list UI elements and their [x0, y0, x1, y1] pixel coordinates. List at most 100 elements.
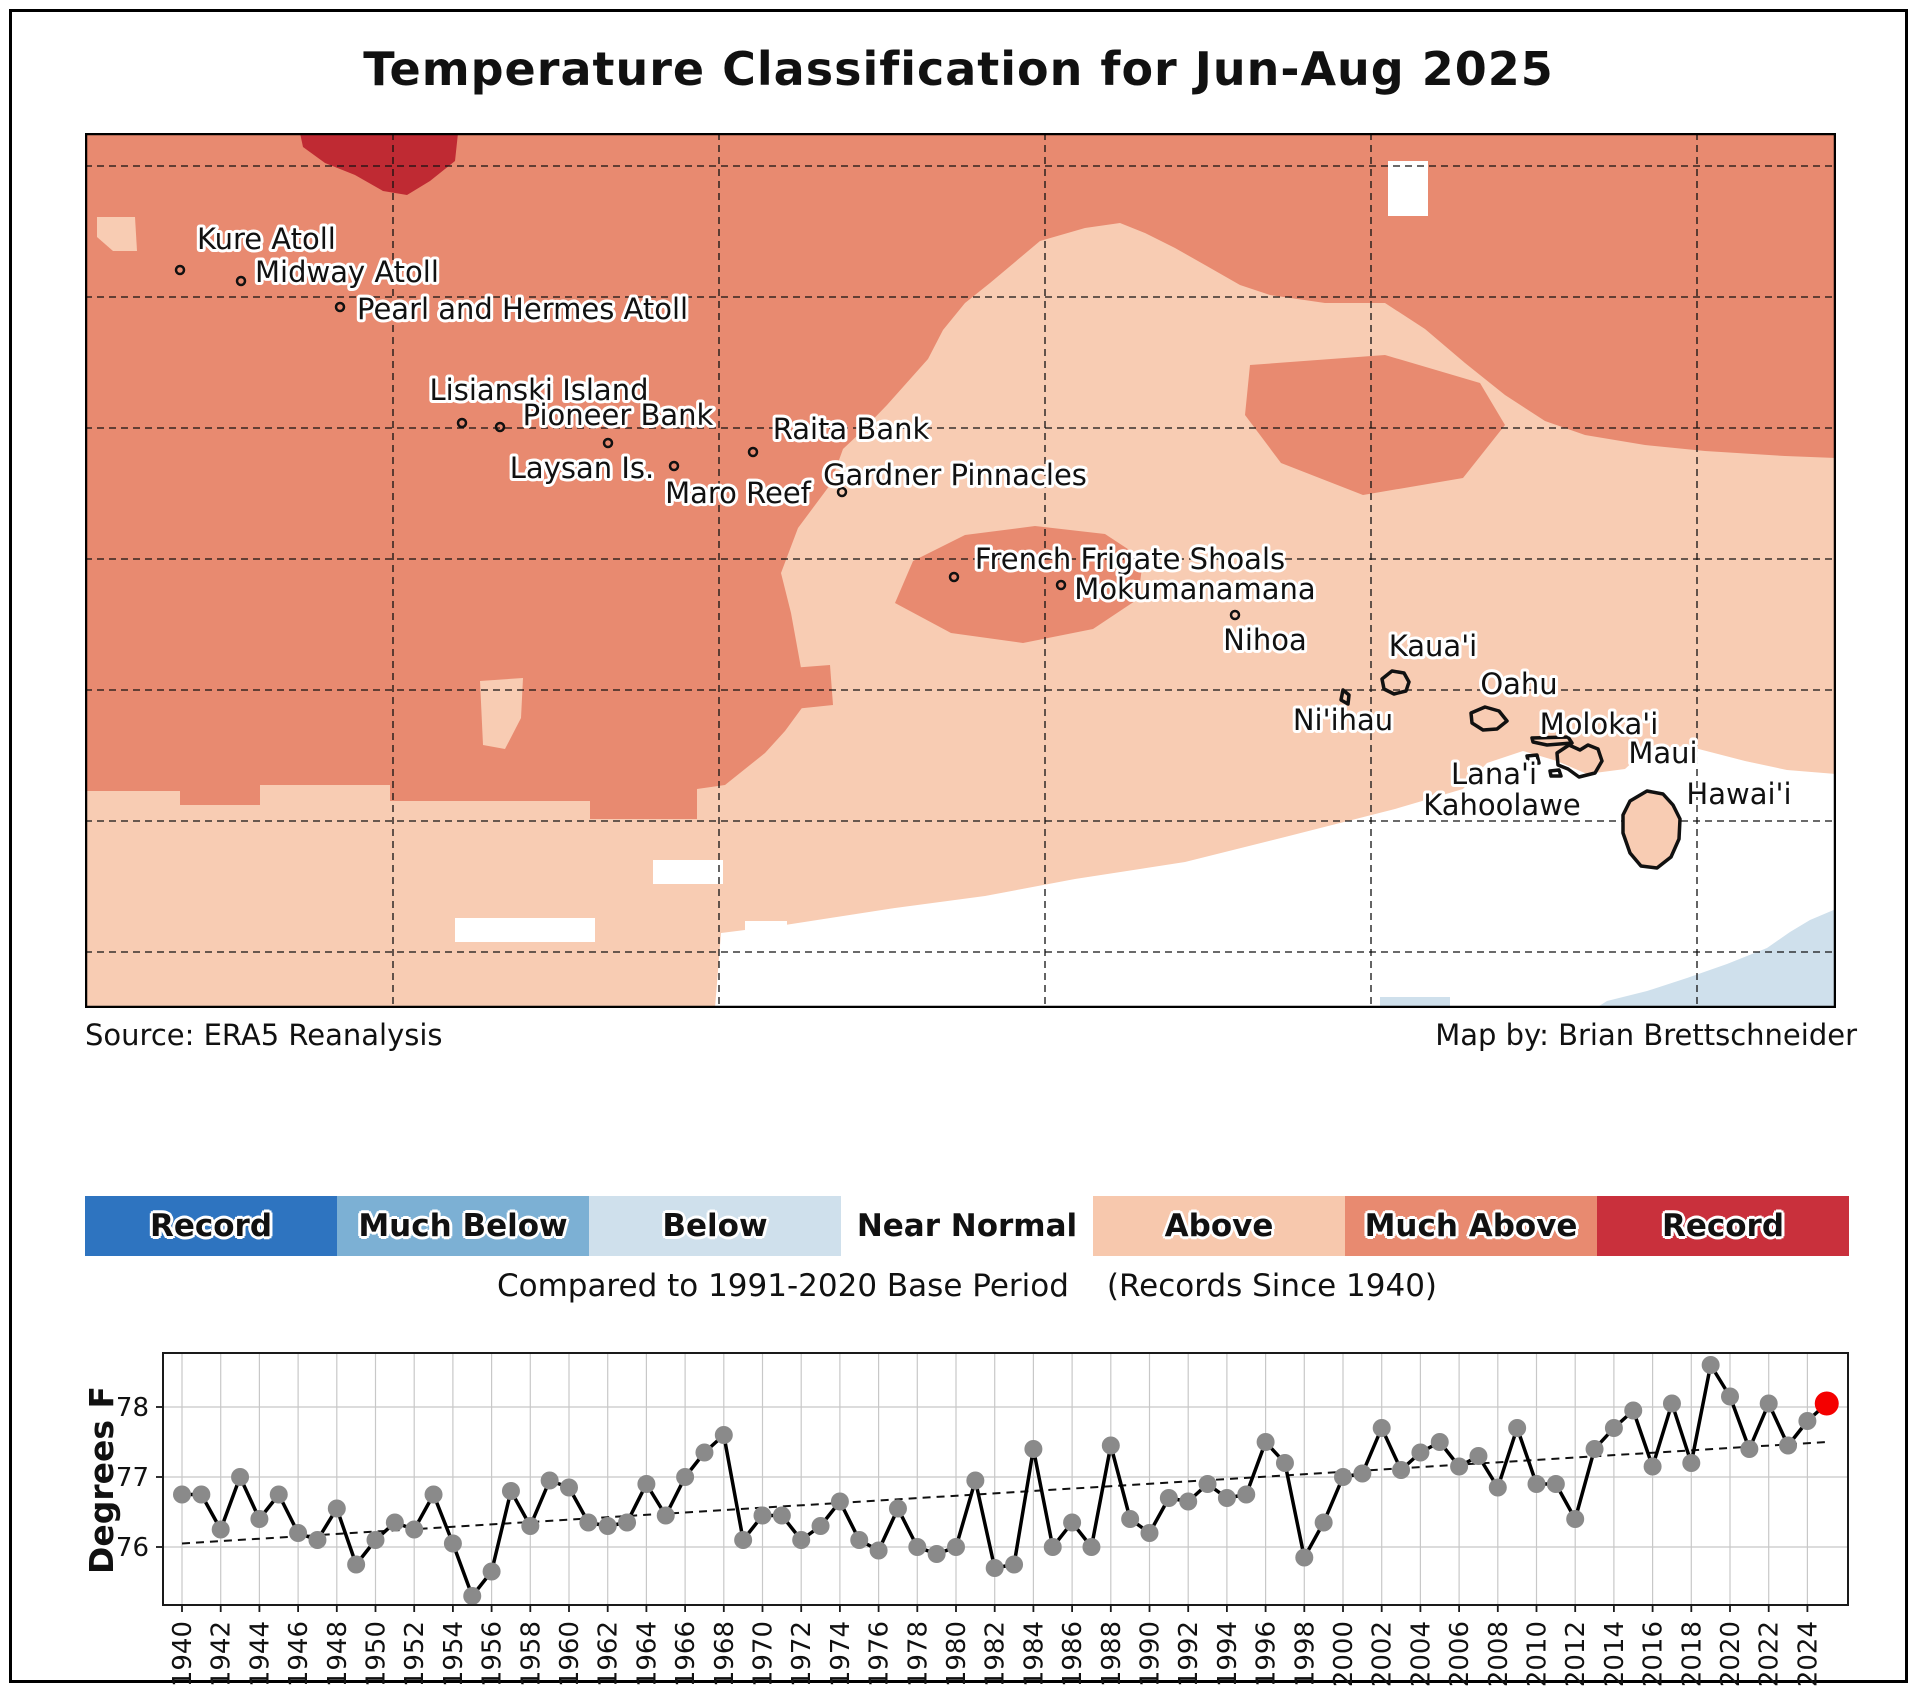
x-tick-label: 1988: [1097, 1621, 1127, 1687]
place-label: Kaua'i: [1389, 629, 1477, 663]
place-label: Mokumanamana: [1074, 572, 1315, 606]
place-label: Maui: [1628, 736, 1697, 770]
island-lanai: [1525, 753, 1541, 766]
year-marker: [1024, 1440, 1043, 1458]
place-dot: [747, 446, 759, 458]
x-tick-label: 1964: [632, 1621, 662, 1687]
place-label: Kure Atoll: [197, 222, 336, 256]
x-tick-label: 1982: [981, 1621, 1011, 1687]
x-tick-label: 1998: [1290, 1621, 1320, 1687]
year-marker: [1759, 1394, 1778, 1413]
place-label: Hawai'i: [1686, 777, 1791, 811]
x-tick-label: 1940: [168, 1621, 198, 1687]
year-marker: [1798, 1412, 1817, 1430]
legend-item-label: Much Above: [1364, 1208, 1578, 1244]
legend-item-label: Record: [1661, 1208, 1785, 1244]
year-marker: [695, 1443, 714, 1462]
year-marker: [1701, 1356, 1720, 1374]
year-marker: [1198, 1475, 1217, 1493]
year-marker: [1546, 1475, 1565, 1493]
year-marker: [424, 1485, 443, 1504]
place-dot: [456, 417, 468, 429]
year-marker: [714, 1426, 733, 1444]
x-tick-label: 2006: [1445, 1621, 1475, 1687]
year-marker: [1682, 1454, 1701, 1472]
chart-border: [162, 1352, 1849, 1606]
year-marker: [231, 1468, 250, 1486]
year-marker: [1063, 1513, 1082, 1532]
year-marker: [1604, 1419, 1623, 1437]
y-axis-label: Degrees F: [85, 1386, 121, 1574]
year-marker: [792, 1531, 811, 1549]
year-marker: [1217, 1489, 1236, 1507]
x-tick-label: 1970: [749, 1621, 779, 1687]
y-tick-label: 77: [116, 1463, 149, 1493]
year-marker: [1043, 1538, 1062, 1556]
year-marker: [966, 1471, 985, 1490]
legend-item-below: Below: [589, 1196, 841, 1256]
legend-item-near-normal: Near Normal: [841, 1196, 1093, 1256]
x-tick-label: 1948: [323, 1621, 353, 1687]
place-dot: [334, 301, 346, 313]
map-graticule: [85, 133, 1836, 1008]
year-marker: [1662, 1394, 1681, 1413]
place-label: Kahoolawe: [1423, 788, 1581, 822]
year-marker: [1005, 1555, 1024, 1574]
year-marker: [1121, 1510, 1140, 1528]
legend-item-label: Record: [149, 1208, 273, 1244]
year-marker: [908, 1538, 927, 1556]
map-region-much-above-ne-blob: [1245, 355, 1505, 495]
year-marker: [366, 1531, 385, 1549]
place-dot: [602, 437, 614, 449]
x-tick-label: 2024: [1793, 1621, 1823, 1687]
place-dot: [948, 571, 960, 583]
x-tick-label: 1958: [516, 1621, 546, 1687]
legend-item-label: Much Below: [358, 1208, 568, 1244]
map-region-near-normal-main: [715, 746, 1836, 1008]
x-tick-label: 1984: [1019, 1621, 1049, 1687]
year-marker: [327, 1499, 346, 1518]
year-marker: [1295, 1548, 1314, 1567]
place-label: Pearl and Hermes Atoll: [357, 292, 688, 326]
x-tick-label: 1978: [903, 1621, 933, 1687]
year-marker: [1740, 1440, 1759, 1458]
map-region-below-patch: [1380, 997, 1450, 1008]
year-marker: [1392, 1461, 1411, 1479]
legend-caption-base-period: Compared to 1991-2020 Base Period: [496, 1268, 1069, 1304]
place-dot: [1229, 609, 1241, 621]
year-marker: [269, 1485, 288, 1504]
year-marker: [985, 1559, 1004, 1577]
place-label: Oahu: [1480, 667, 1557, 701]
year-marker: [463, 1587, 482, 1605]
x-tick-label: 1956: [478, 1621, 508, 1687]
trend-line: [181, 1441, 1827, 1545]
x-tick-label: 1974: [826, 1621, 856, 1687]
legend-item-label: Above: [1164, 1208, 1274, 1244]
year-marker: [1082, 1538, 1101, 1556]
legend-caption: Compared to 1991-2020 Base Period (Record…: [85, 1268, 1849, 1304]
year-marker: [482, 1562, 501, 1581]
year-marker: [1237, 1485, 1256, 1504]
year-marker: [540, 1471, 559, 1490]
island-outlines: [1339, 669, 1682, 870]
year-marker: [1721, 1387, 1739, 1406]
year-marker: [1372, 1419, 1391, 1437]
x-tick-label: 1972: [787, 1621, 817, 1687]
legend-caption-records: (Records Since 1940): [1106, 1268, 1438, 1304]
island-kauai: [1380, 669, 1411, 696]
x-tick-label: 2018: [1677, 1621, 1707, 1687]
year-marker: [753, 1506, 772, 1525]
x-tick-label: 1962: [594, 1621, 624, 1687]
map-border: [85, 133, 1836, 1008]
year-marker: [1643, 1457, 1662, 1476]
legend-item-record: Record: [1597, 1196, 1849, 1256]
x-tick-label: 2004: [1406, 1621, 1436, 1687]
place-dot: [1055, 579, 1067, 591]
year-marker: [250, 1510, 269, 1528]
year-marker: [1353, 1464, 1372, 1483]
place-label: Midway Atoll: [255, 255, 439, 289]
year-marker: [501, 1482, 520, 1500]
year-marker: [1779, 1436, 1798, 1455]
